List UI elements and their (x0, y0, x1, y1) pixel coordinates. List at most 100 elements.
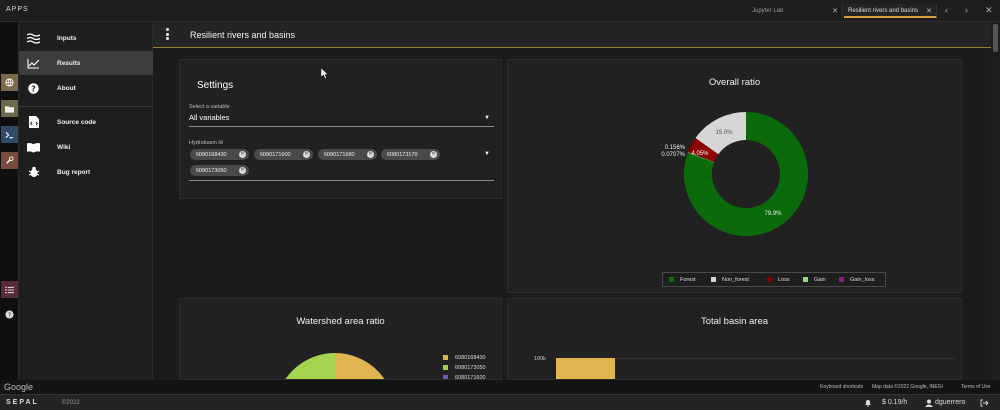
pie-slice[interactable] (280, 353, 335, 380)
task-list-icon[interactable] (1, 281, 18, 298)
pie-slice[interactable] (335, 353, 395, 380)
overall-ratio-card: Overall ratio 79.9% 15.0% 4.05% 0.156% 0.070… (507, 59, 962, 293)
hydrobasin-chip[interactable]: 6080173050 ✕ (190, 165, 249, 176)
status-bar: SEPAL ©2022 $ 0.19/h dguerrero (0, 394, 1000, 410)
hydrobasin-chip[interactable]: 6080171680 ✕ (318, 149, 377, 160)
cost-indicator[interactable]: $ 0.19/h (882, 399, 908, 406)
variable-select[interactable]: All variables (189, 113, 230, 122)
apps-title: APPS (6, 6, 29, 13)
legend-label: 6080171600 (455, 375, 486, 380)
drawer-item-label: Bug report (57, 168, 91, 176)
legend-label: 6080173050 (455, 365, 486, 371)
chart-title: Total basin area (700, 316, 769, 327)
chart-legend: Forest Non_forest Loss Gain Gain_loss (662, 272, 886, 287)
legend-item[interactable]: 6080168430 (443, 355, 486, 361)
file-code-icon (27, 116, 40, 129)
globe-icon[interactable] (1, 74, 18, 91)
help-icon[interactable]: ? (1, 306, 18, 323)
wrench-icon[interactable] (1, 152, 18, 169)
legend-item[interactable]: Forest (669, 277, 696, 283)
overall-donut-chart: 79.9% 15.0% 4.05% 0.156%0.0707% (661, 112, 808, 237)
chip-label: 6080168430 (196, 151, 227, 158)
drawer-item-label: Results (57, 59, 81, 67)
drawer-item-inputs[interactable]: Inputs (19, 26, 153, 50)
hydrobasin-chip[interactable]: 6080168430 ✕ (190, 149, 249, 160)
legend-item[interactable]: Non_forest (711, 277, 749, 283)
legend-item[interactable]: Gain_loss (839, 277, 874, 283)
hydrobasin-chip[interactable]: 6080171600 ✕ (254, 149, 313, 160)
data-label-forest: 79.9% (764, 211, 782, 217)
drawer-item-label: Wiki (57, 143, 71, 151)
settings-card: Settings Select a variable All variables… (179, 59, 502, 199)
keyboard-shortcuts-link[interactable]: Keyboard shortcuts (820, 384, 864, 390)
variable-select-underline (189, 126, 494, 127)
map-attribution-bar: Google Keyboard shortcuts Map data ©2022… (0, 380, 1000, 394)
chevron-right-icon[interactable]: › (965, 5, 968, 15)
legend-swatch (711, 277, 716, 283)
terminal-icon[interactable] (1, 126, 18, 143)
kebab-menu-icon[interactable] (164, 28, 170, 42)
close-icon[interactable]: ✕ (303, 151, 310, 158)
legend-item[interactable]: 6080173050 (443, 365, 486, 371)
watershed-ratio-card: Watershed area ratio 6080168430 60801730… (179, 298, 502, 380)
legend-swatch (803, 277, 808, 283)
close-icon[interactable]: ✕ (926, 8, 932, 15)
tab-jupyter-lab[interactable]: Jupyter Lab ✕ (748, 4, 843, 18)
bell-icon[interactable] (864, 399, 872, 409)
logout-icon[interactable] (980, 399, 989, 409)
close-icon[interactable]: ✕ (430, 151, 437, 158)
legend-swatch (443, 375, 448, 379)
folder-icon[interactable] (1, 100, 18, 117)
username[interactable]: dguerrero (935, 399, 966, 406)
drawer-item-results[interactable]: Results (19, 51, 153, 75)
top-bar: APPS Jupyter Lab ✕ Resilient rivers and … (0, 0, 1000, 22)
hydrobasin-chip[interactable]: 6080173170 ✕ (381, 149, 440, 160)
chip-label: 6080171680 (324, 151, 355, 158)
drawer-item-bug-report[interactable]: Bug report (19, 160, 153, 184)
close-icon[interactable]: ✕ (239, 167, 246, 174)
tab-resilient-rivers[interactable]: Resilient rivers and basins ✕ (844, 4, 937, 18)
donut-slice-forest[interactable] (684, 112, 808, 237)
chevron-down-icon[interactable]: ▼ (484, 151, 490, 157)
scrollbar[interactable] (991, 22, 1000, 380)
drawer-item-about[interactable]: ? About (19, 76, 153, 100)
chart-title: Overall ratio (708, 77, 761, 88)
total-basin-area-card: Total basin area 100k (507, 298, 962, 380)
copyright-year: ©2022 (62, 400, 80, 406)
close-icon[interactable]: ✕ (832, 8, 838, 15)
navigation-drawer: Inputs Results ? About Source code Wiki (19, 22, 153, 380)
legend-item[interactable]: Gain (803, 277, 826, 283)
close-icon[interactable]: ✕ (367, 151, 374, 158)
help-icon: ? (27, 82, 40, 95)
close-icon[interactable]: ✕ (985, 5, 993, 15)
drawer-item-wiki[interactable]: Wiki (19, 135, 153, 159)
donut-slice-gain_loss[interactable] (687, 151, 715, 163)
data-label-gain-loss: 0.0707% (661, 152, 685, 158)
drawer-item-label: Source code (57, 118, 97, 126)
chevron-left-icon[interactable]: ‹ (945, 5, 948, 15)
user-icon[interactable] (925, 399, 933, 409)
chevron-down-icon[interactable]: ▼ (484, 115, 490, 121)
drawer-item-source-code[interactable]: Source code (19, 110, 153, 134)
chart-line-icon (27, 57, 40, 70)
legend-label: 6080168430 (455, 355, 486, 361)
close-icon[interactable]: ✕ (239, 151, 246, 158)
sepal-logo: SEPAL (6, 399, 39, 406)
scrollbar-thumb[interactable] (993, 24, 998, 52)
legend-item[interactable]: 6080171600 (443, 375, 486, 380)
tab-label: Resilient rivers and basins (848, 8, 919, 14)
legend-label: Gain_loss (850, 277, 875, 283)
donut-slice-non_forest[interactable] (695, 112, 746, 155)
bar[interactable] (556, 358, 615, 379)
legend-swatch (443, 365, 448, 370)
donut-slice-gain[interactable] (687, 152, 715, 163)
terms-link[interactable]: Terms of Use (961, 384, 991, 390)
waves-icon (27, 32, 40, 45)
drawer-item-label: About (57, 84, 76, 92)
data-label-non-forest: 15.0% (715, 130, 733, 136)
settings-title: Settings (197, 80, 234, 91)
legend-item[interactable]: Loss (767, 277, 790, 283)
donut-slice-loss[interactable] (688, 137, 719, 162)
chart-title: Watershed area ratio (296, 316, 385, 327)
mouse-cursor-icon (321, 68, 329, 79)
